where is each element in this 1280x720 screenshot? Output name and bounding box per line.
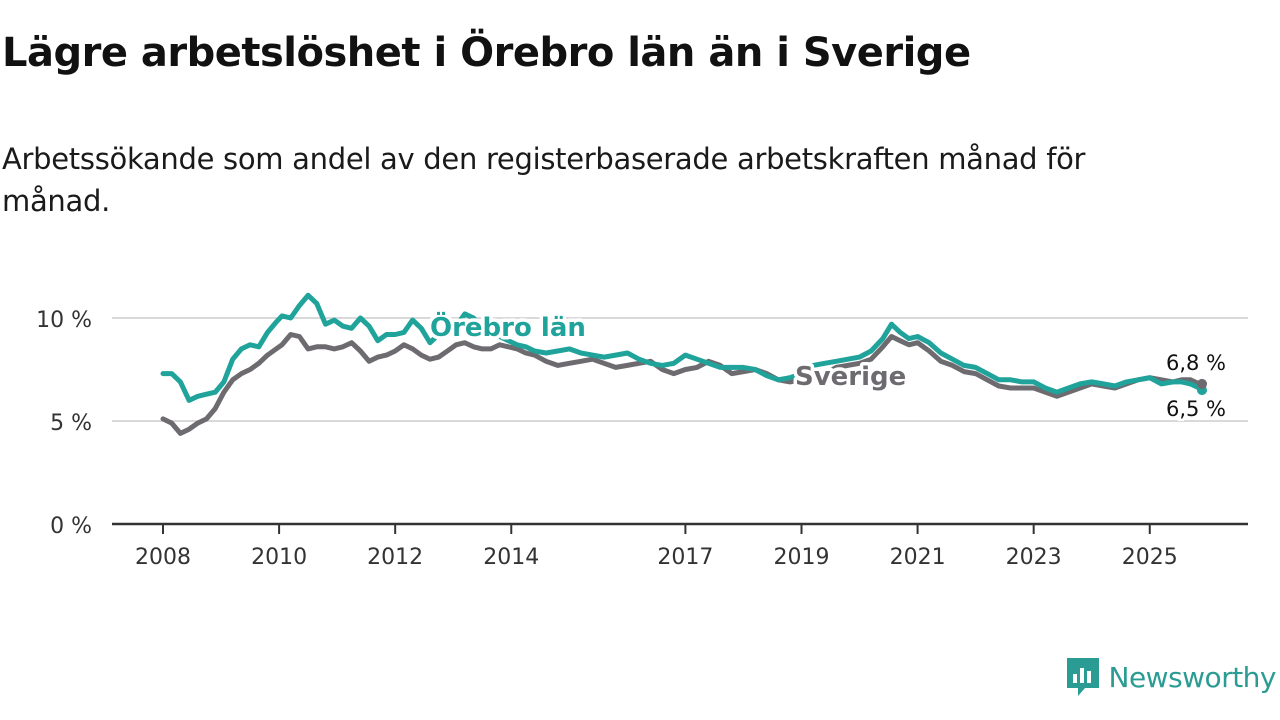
axes: 0 % 5 % 10 % 2008 2010 2012 2014 2017 2019 2021 20… [36, 308, 1248, 570]
brand-name: Newsworthy [1108, 660, 1277, 694]
series-label-orebro: Örebro län [430, 310, 586, 343]
x-tick-label: 2008 [135, 545, 191, 570]
x-tick-label: 2017 [657, 545, 713, 570]
series-line-orebro [160, 292, 1205, 403]
x-tick-label: 2021 [890, 545, 946, 570]
x-tick-label: 2012 [367, 545, 423, 570]
x-tick-label: 2025 [1122, 545, 1178, 570]
grid [112, 317, 1248, 422]
newsworthy-logo-icon [1066, 658, 1099, 696]
end-label-sverige: 6,8 % [1166, 351, 1226, 375]
end-label-orebro: 6,5 % [1166, 397, 1226, 421]
y-tick-label: 10 % [36, 308, 92, 333]
series-lines [160, 292, 1207, 436]
newsworthy-brand[interactable]: Newsworthy [1065, 656, 1277, 698]
y-tick-label: 5 % [50, 411, 92, 436]
y-tick-label: 0 % [50, 514, 92, 539]
series-line-sverige [160, 332, 1205, 436]
series-label-sverige: Sverige [795, 362, 906, 392]
x-tick-label: 2014 [483, 545, 539, 570]
end-point-sverige [1197, 378, 1207, 389]
x-tick-label: 2010 [251, 545, 307, 570]
x-tick-label: 2019 [773, 545, 829, 570]
chart-title: Lägre arbetslöshet i Örebro län än i Sve… [2, 30, 971, 76]
chart-subtitle: Arbetssökande som andel av den registerb… [2, 142, 1086, 218]
series-labels: Örebro län Sverige 6,8 % 6,5 % [427, 307, 1229, 424]
x-tick-label: 2023 [1006, 545, 1062, 570]
